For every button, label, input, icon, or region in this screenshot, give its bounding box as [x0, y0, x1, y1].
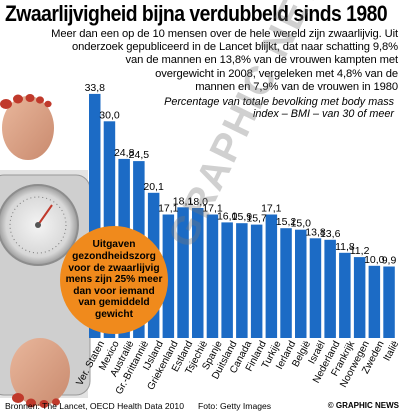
bar-value-label: 17,1: [202, 203, 223, 215]
photo-credit: Foto: Getty Images: [198, 401, 272, 411]
bar: [295, 229, 307, 338]
copyright-credit: © GRAPHIC NEWS: [327, 401, 399, 410]
bar-value-label: 15,2: [276, 216, 297, 228]
lead-line: Meer dan een op de 10 mensen over de hel…: [51, 28, 398, 40]
bar-value-label: 30,0: [99, 109, 120, 121]
chart-subtitle: Percentage van totale bevolking met body…: [164, 96, 394, 121]
chart-title: Zwaarlijvigheid bijna verdubbeld sinds 1…: [5, 1, 388, 26]
bar-value-label: 33,8: [85, 82, 106, 94]
bar: [206, 214, 219, 338]
bar-value-label: 18,1: [173, 195, 194, 207]
bar: [250, 224, 263, 338]
bar: [309, 238, 322, 338]
badge-text: Uitgaven gezondheidszorg voor de zwaarli…: [65, 239, 163, 320]
bar-value-label: 10,0: [364, 254, 385, 266]
source-text: Bronnen: The Lancet, OECD Health Data 20…: [5, 401, 184, 411]
healthcare-cost-badge: Uitgaven gezondheidszorg voor de zwaarli…: [60, 226, 168, 334]
bar: [280, 228, 292, 338]
category-label: Italië: [382, 339, 402, 363]
bar-value-label: 15,9: [232, 211, 253, 223]
bar-value-label: 17,1: [158, 203, 179, 215]
scale-icon: [0, 174, 91, 396]
bar: [368, 265, 381, 338]
bar-value-label: 11,8: [335, 241, 355, 253]
bar: [383, 266, 395, 338]
footer: Bronnen: The Lancet, OECD Health Data 20…: [0, 398, 404, 414]
bar-value-label: 20,1: [143, 181, 164, 193]
bar: [324, 239, 336, 338]
bar-value-label: 13,8: [305, 226, 326, 238]
bar-value-label: 9,9: [382, 255, 397, 267]
bar-value-label: 13,6: [320, 228, 341, 240]
bar: [162, 214, 175, 338]
bar-value-label: 15,0: [291, 218, 312, 230]
bar: [265, 214, 278, 338]
bar: [236, 223, 248, 338]
bar-value-label: 11,2: [350, 245, 370, 257]
bar: [192, 208, 204, 338]
lead-text: Meer dan een op de 10 mensen over de hel…: [0, 28, 398, 94]
lead-line: onderzoek gepubliceerd in de Lancet blij…: [71, 41, 398, 54]
bar-value-label: 15,7: [246, 213, 267, 225]
bar: [221, 222, 233, 338]
lead-line: overgewicht in 2008, vergeleken met 4,8%…: [155, 67, 398, 80]
bar-value-label: 16,0: [217, 210, 238, 222]
bar-value-label: 18,0: [188, 196, 209, 208]
lead-line: van de mannen en 13,8% van de vrouwen ka…: [125, 54, 399, 67]
bar-value-label: 24,8: [114, 147, 135, 159]
feet-icon: [0, 94, 70, 408]
bar-value-label: 24,5: [129, 149, 150, 161]
bar: [353, 257, 366, 338]
bar: [339, 252, 351, 338]
bar-value-label: 17,1: [261, 203, 282, 215]
lead-line: mannen en 7,9% van de vrouwen in 1980: [195, 80, 398, 93]
bar: [177, 207, 189, 338]
bar: [89, 93, 101, 339]
